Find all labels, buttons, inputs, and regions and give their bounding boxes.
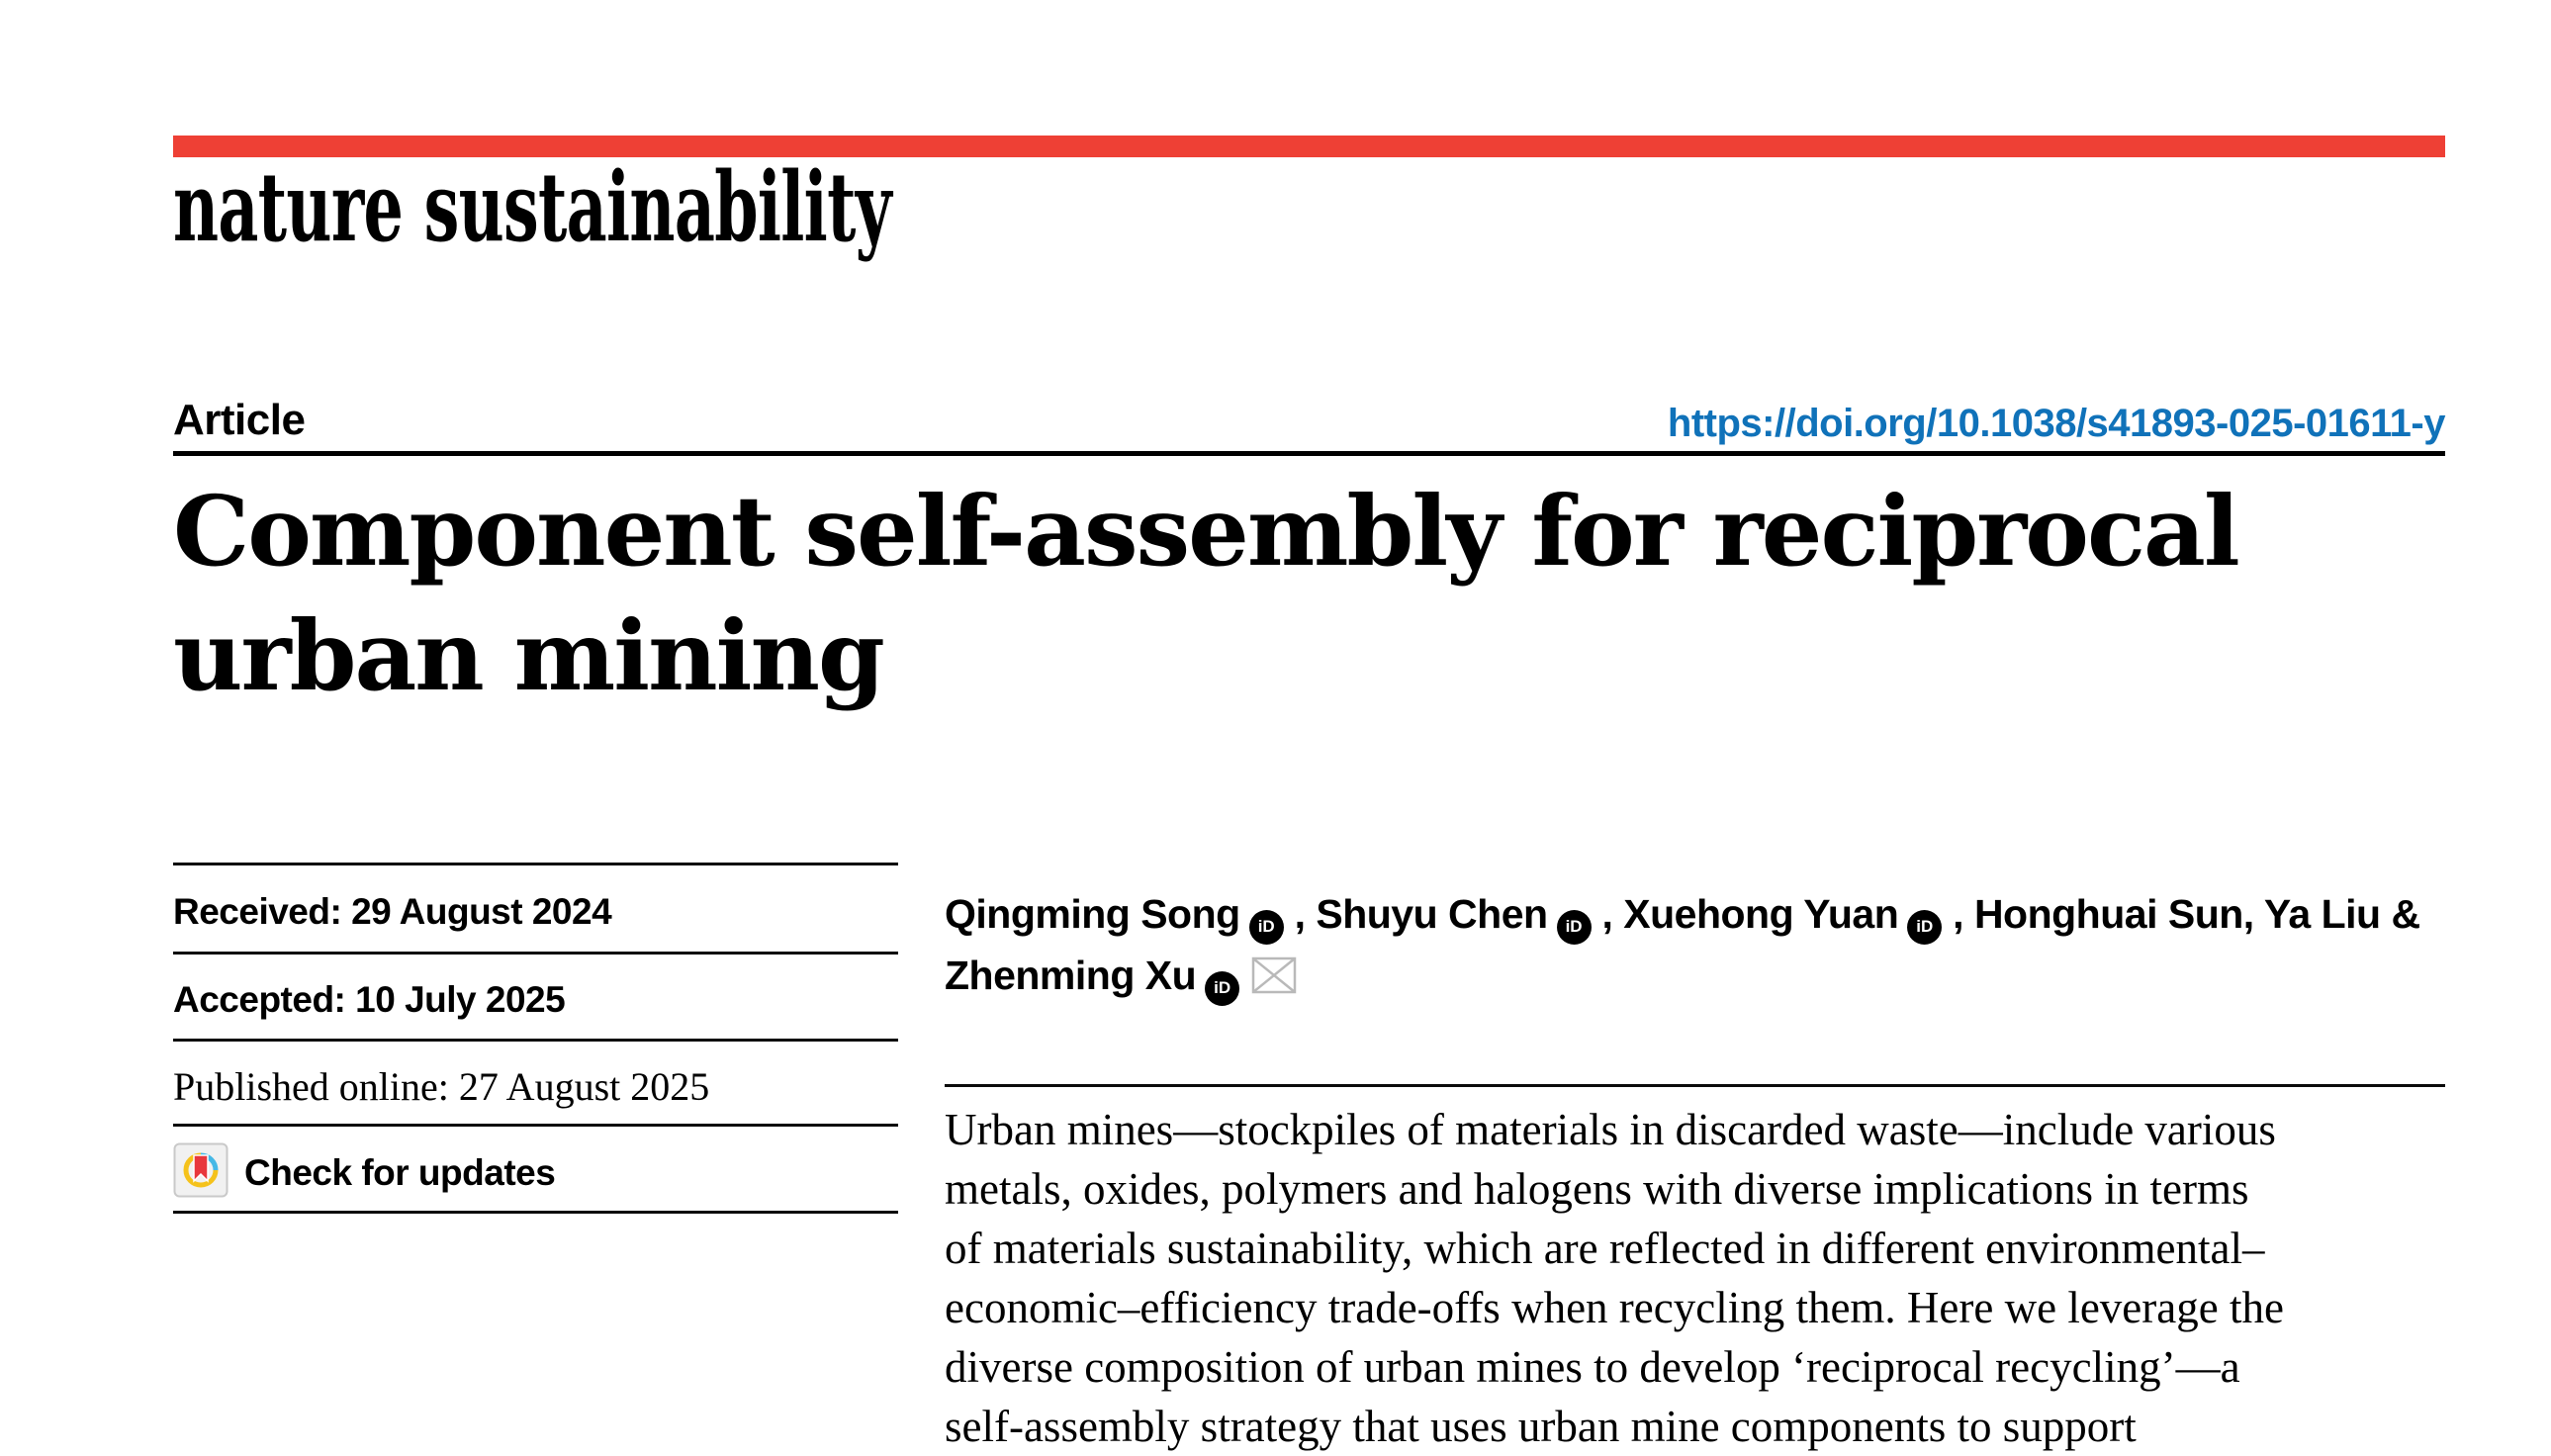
crossmark-icon[interactable] (173, 1142, 228, 1203)
journal-wordmark: nature sustainability (173, 151, 892, 263)
header-rule (173, 451, 2445, 456)
author-name: Qingming Song (945, 891, 1240, 937)
author-name: Shuyu Chen (1316, 891, 1548, 937)
check-for-updates-row[interactable]: Check for updates (173, 1124, 898, 1211)
published-date-row: Published online: 27 August 2025 (173, 1039, 898, 1124)
metadata-bottom-rule (173, 1211, 898, 1214)
doi-link[interactable]: https://doi.org/10.1038/s41893-025-01611… (1667, 402, 2446, 445)
journal-accent-bar (173, 136, 2445, 157)
orcid-icon[interactable]: iD (1907, 909, 1943, 945)
orcid-icon[interactable]: iD (1248, 909, 1284, 945)
orcid-icon[interactable]: iD (1556, 909, 1592, 945)
author-list: Qingming Song iD , Shuyu Chen iD , Xuehong… (945, 883, 2458, 1006)
orcid-icon[interactable]: iD (1205, 970, 1240, 1006)
check-for-updates-label[interactable]: Check for updates (244, 1152, 556, 1193)
abstract-line: Urban mines—stockpiles of materials in d… (945, 1105, 2276, 1154)
published-online-date: Published online: 27 August 2025 (173, 1064, 710, 1109)
abstract-line: economic–efficiency trade-offs when recy… (945, 1283, 2284, 1332)
author-name: Ya Liu (2263, 891, 2381, 937)
received-date-row: Received: 29 August 2024 (173, 863, 898, 952)
page-title: Component self-assembly for reciprocal ur… (173, 469, 2448, 718)
accepted-date-row: Accepted: 10 July 2025 (173, 952, 898, 1039)
author-name: Xuehong Yuan (1623, 891, 1899, 937)
received-date: Received: 29 August 2024 (173, 891, 612, 932)
abstract-line: metals, oxides, polymers and halogens wi… (945, 1164, 2249, 1214)
author-name: Zhenming Xu (945, 953, 1197, 998)
abstract-top-rule (945, 1084, 2445, 1087)
email-corresponding-author-icon[interactable] (1251, 956, 1297, 994)
abstract-text: Urban mines—stockpiles of materials in d… (945, 1100, 2488, 1456)
title-line-1: Component self-assembly for reciprocal (173, 475, 2240, 588)
accepted-date: Accepted: 10 July 2025 (173, 979, 566, 1020)
article-type-label: Article (173, 396, 306, 444)
abstract-line: of materials sustainability, which are r… (945, 1224, 2265, 1273)
abstract-line: diverse composition of urban mines to de… (945, 1342, 2240, 1392)
abstract-line: self-assembly strategy that uses urban m… (945, 1402, 2137, 1451)
metadata-column: Received: 29 August 2024 Accepted: 10 Ju… (173, 863, 898, 1214)
author-name: Honghuai Sun (1973, 891, 2243, 937)
title-line-2: urban mining (173, 599, 885, 712)
